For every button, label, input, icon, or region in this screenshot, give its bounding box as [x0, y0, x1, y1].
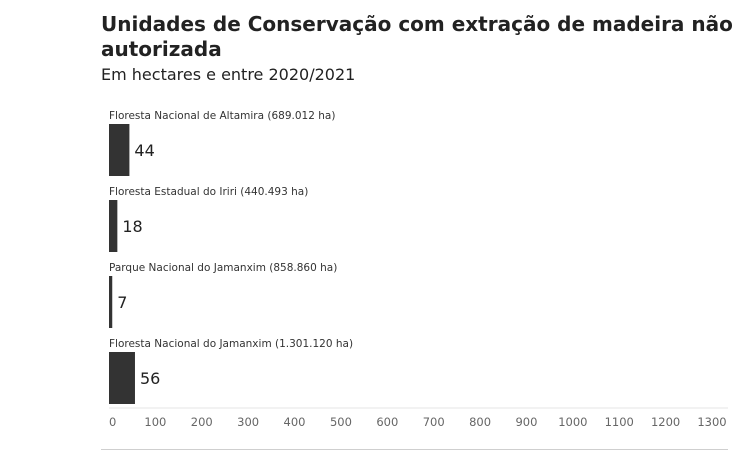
- x-tick-label: 800: [469, 415, 491, 429]
- category-label: Parque Nacional do Jamanxim (858.860 ha): [109, 262, 337, 274]
- x-tick-label: 1300: [697, 415, 726, 429]
- category-label: Floresta Nacional de Altamira (689.012 h…: [109, 110, 335, 122]
- x-tick-label: 400: [284, 415, 306, 429]
- bottom-divider: [101, 449, 728, 450]
- x-tick-label: 600: [376, 415, 398, 429]
- data-label: 44: [134, 141, 154, 160]
- category-label: Floresta Nacional do Jamanxim (1.301.120…: [109, 338, 353, 350]
- x-tick-label: 0: [109, 415, 116, 429]
- x-tick-label: 300: [237, 415, 259, 429]
- bar: [109, 352, 135, 404]
- x-tick-label: 200: [191, 415, 213, 429]
- x-tick-label: 1200: [651, 415, 680, 429]
- x-tick-label: 900: [515, 415, 537, 429]
- x-tick-label: 500: [330, 415, 352, 429]
- bars-layer: Floresta Nacional de Altamira (689.012 h…: [109, 110, 353, 404]
- chart-subtitle: Em hectares e entre 2020/2021: [101, 65, 356, 84]
- bar: [109, 124, 130, 176]
- x-axis: 0 100 200 300 400 500 600 700 800 900 1000 1100 1200…: [109, 407, 728, 429]
- data-label: 56: [140, 369, 160, 388]
- chart-title: Unidades de Conservação com extração de …: [101, 12, 733, 61]
- x-tick-label: 1000: [558, 415, 587, 429]
- bar: [109, 276, 113, 328]
- data-label: 18: [122, 217, 142, 236]
- x-tick-label: 100: [144, 415, 166, 429]
- data-label: 7: [117, 293, 127, 312]
- bar: [109, 200, 118, 252]
- category-label: Floresta Estadual do Iriri (440.493 ha): [109, 186, 308, 198]
- x-tick-label: 1100: [605, 415, 634, 429]
- x-tick-label: 700: [423, 415, 445, 429]
